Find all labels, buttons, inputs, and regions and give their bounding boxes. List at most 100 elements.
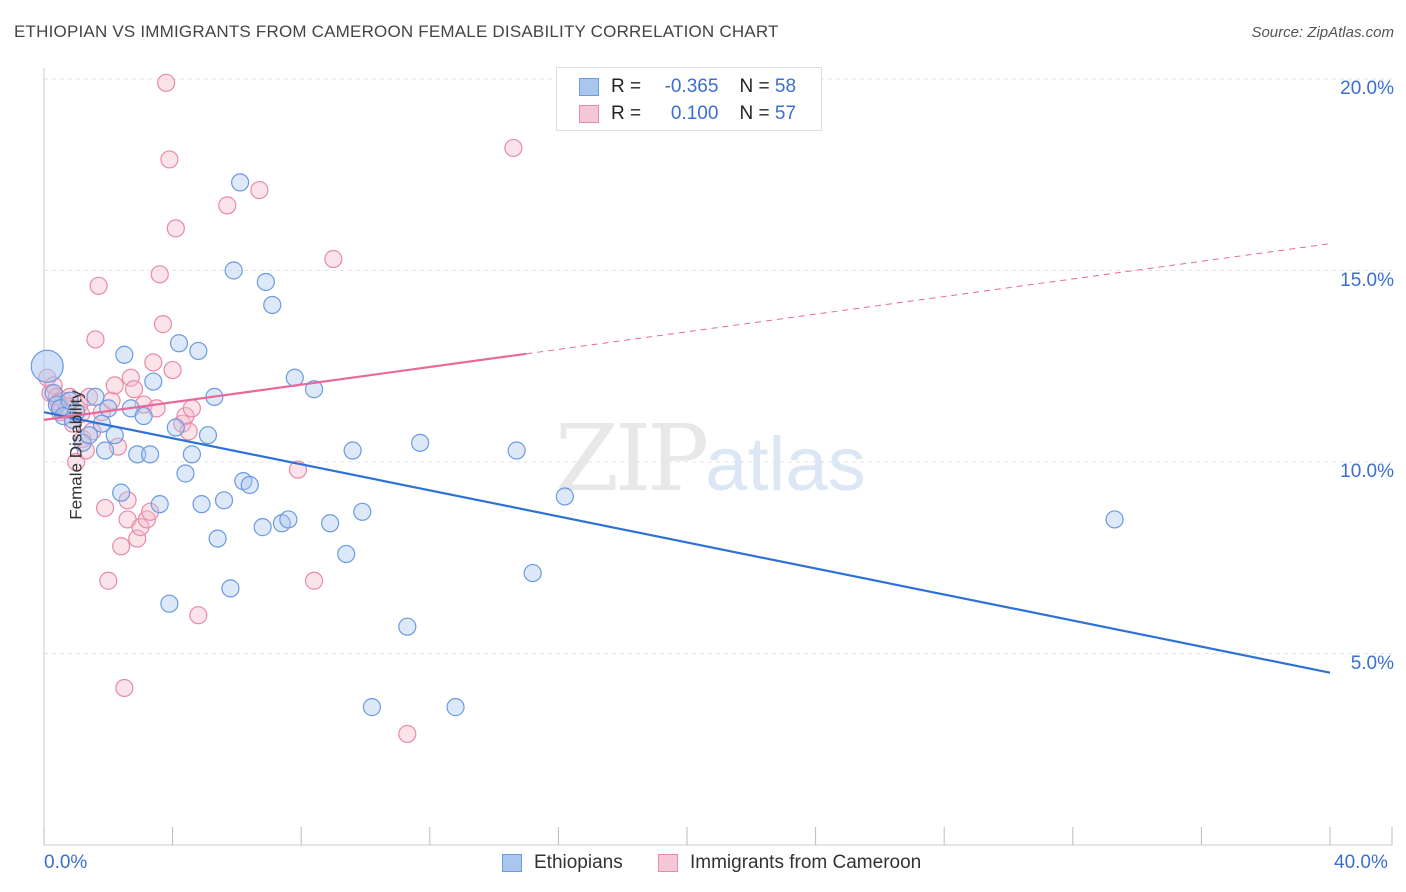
cameroon-trend-line: [43, 352, 527, 421]
ethiopian-point: [160, 594, 179, 613]
ethiopians-swatch: [579, 78, 599, 96]
watermark-atlas: atlas: [705, 422, 866, 507]
ethiopian-point: [95, 441, 115, 460]
cameroon-point: [112, 537, 131, 556]
ethiopian-point: [253, 518, 272, 537]
legend-item-ethiopians[interactable]: Ethiopians: [502, 852, 623, 874]
ethiopian-point: [198, 426, 218, 445]
r-label: R =: [611, 76, 642, 97]
cameroon-point: [504, 138, 523, 158]
cameroon-swatch: [579, 105, 599, 123]
ethiopian-point: [150, 495, 169, 514]
watermark: ZIPatlas: [555, 405, 866, 512]
ethiopian-point: [321, 514, 340, 533]
y-axis-label: Female Disability: [66, 390, 86, 520]
ethiopian-point: [555, 487, 574, 506]
y-tick-label: 20.0%: [1340, 78, 1394, 99]
legend-item-cameroon[interactable]: Immigrants from Cameroon: [658, 852, 921, 874]
cameroon-point: [160, 150, 179, 169]
cameroon-point: [250, 180, 269, 200]
n-value: 58: [774, 76, 797, 97]
ethiopians-swatch: [502, 854, 522, 872]
ethiopian-point: [411, 433, 430, 452]
ethiopian-point: [86, 387, 105, 406]
y-tick-label: 10.0%: [1340, 461, 1394, 482]
cameroon-point: [153, 315, 173, 334]
ethiopian-point: [115, 345, 134, 364]
ethiopian-point: [353, 502, 372, 521]
ethiopian-point: [208, 529, 227, 548]
ethiopian-point: [362, 698, 382, 717]
cameroon-point: [163, 360, 182, 380]
x-tick-label-max: 40.0%: [1334, 852, 1388, 873]
cameroon-point: [79, 387, 99, 406]
ethiopian-point: [256, 272, 275, 292]
ethiopian-point: [112, 483, 131, 502]
ethiopian-point: [398, 617, 417, 636]
ethiopian-point: [105, 426, 124, 445]
ethiopian-point: [140, 445, 160, 464]
ethiopian-point: [224, 261, 243, 280]
x-tick-label-min: 0.0%: [44, 852, 88, 873]
ethiopian-point: [337, 544, 356, 564]
watermark-zip: ZIP: [555, 405, 709, 512]
cameroon-point: [105, 376, 124, 395]
cameroon-point: [89, 276, 108, 295]
stats-row-ethiopians: R = -0.365 N = 58: [579, 75, 796, 99]
r-value: -0.365: [664, 76, 719, 97]
cameroon-trend-extension: [526, 243, 1331, 355]
r-label: R =: [611, 103, 642, 124]
ethiopian-point: [192, 495, 211, 514]
cameroon-point: [189, 606, 208, 625]
cameroon-point: [218, 196, 237, 215]
cameroon-point: [304, 571, 324, 590]
ethiopian-point: [240, 475, 259, 495]
series-ethiopians-points: [30, 173, 1124, 717]
y-tick-label: 15.0%: [1340, 269, 1394, 291]
cameroon-point: [182, 399, 201, 418]
cameroon-point: [150, 265, 169, 284]
cameroon-point: [86, 330, 105, 349]
cameroon-point: [398, 724, 417, 744]
series-legend: Ethiopians Immigrants from Cameroon: [0, 852, 1406, 878]
n-label: N =: [739, 103, 770, 124]
source-label: Source: ZipAtlas.com: [1251, 24, 1394, 41]
cameroon-point: [166, 219, 185, 238]
ethiopian-point: [214, 491, 234, 510]
y-tick-label: 5.0%: [1350, 652, 1394, 674]
ethiopian-point: [134, 406, 153, 426]
ethiopian-point: [343, 441, 362, 460]
legend-label: Ethiopians: [534, 852, 623, 873]
cameroon-point: [99, 571, 118, 590]
ethiopian-point: [60, 391, 79, 410]
stats-legend: R = -0.365 N = 58 R = 0.100 N = 57: [556, 67, 822, 131]
ethiopian-point: [221, 579, 240, 598]
ethiopian-point: [99, 399, 118, 418]
ethiopian-point: [446, 698, 465, 717]
ethiopian-point: [128, 445, 147, 464]
n-value: 57: [774, 103, 797, 124]
cameroon-swatch: [658, 854, 678, 872]
n-label: N =: [739, 76, 770, 97]
ethiopian-point: [182, 445, 201, 464]
legend-label: Immigrants from Cameroon: [690, 852, 922, 873]
ethiopian-point: [166, 418, 185, 437]
ethiopian-point: [169, 334, 189, 353]
stats-row-cameroon: R = 0.100 N = 57: [579, 102, 796, 126]
cameroon-point: [140, 502, 160, 521]
ethiopian-point: [1105, 510, 1124, 529]
cameroon-point: [324, 249, 343, 269]
ethiopian-point: [44, 383, 63, 403]
r-value: 0.100: [670, 103, 719, 124]
cameroon-point: [115, 678, 134, 698]
trend-lines: [43, 243, 1331, 674]
ethiopian-point: [176, 464, 195, 483]
grid-lines: [44, 78, 1392, 654]
ethiopian-point: [279, 510, 298, 529]
cameroon-point: [95, 498, 115, 518]
ethiopian-point: [507, 441, 526, 460]
ethiopians-trend-line: [43, 411, 1331, 674]
cameroon-point: [121, 368, 140, 387]
ethiopian-point: [189, 341, 208, 361]
